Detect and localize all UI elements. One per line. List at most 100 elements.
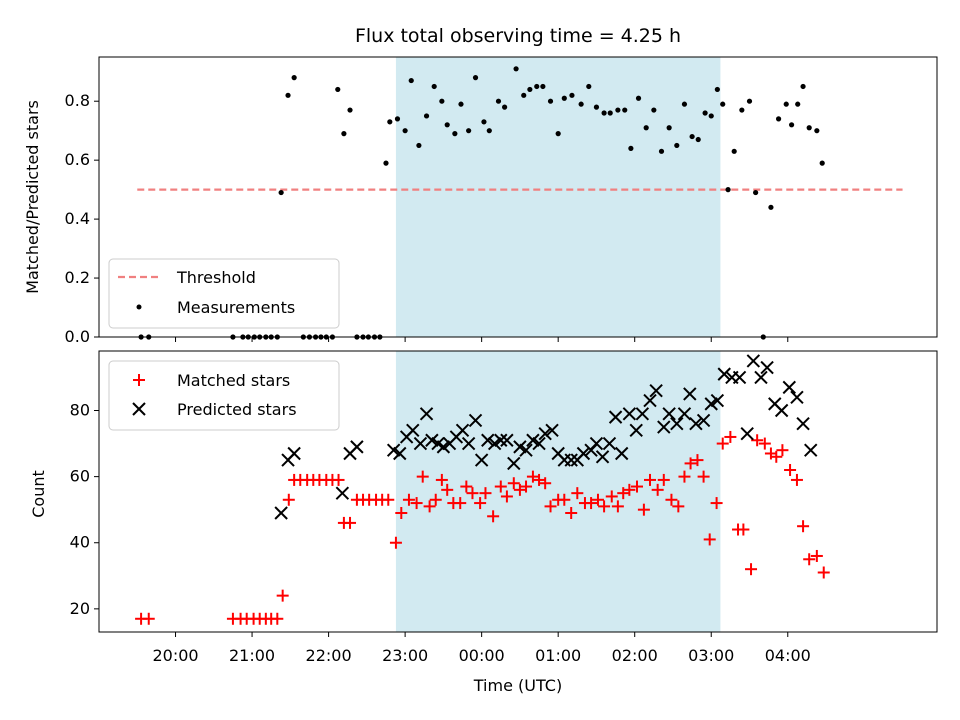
predicted-star-marker	[760, 360, 774, 375]
matched-star-marker	[466, 487, 479, 500]
predicted-star-marker	[545, 423, 559, 438]
measurement-point	[731, 148, 737, 154]
measurement-point	[746, 98, 753, 104]
matched-legend-swatch	[133, 374, 145, 386]
measurement-point	[635, 95, 642, 101]
predicted-star-marker	[487, 436, 502, 451]
matched-star-marker	[623, 483, 636, 496]
predicted-star-marker	[461, 436, 476, 451]
predicted-star-marker	[350, 440, 364, 454]
measurement-point	[341, 131, 347, 137]
count-y-tick-label: 80	[70, 401, 90, 420]
matched-star-marker	[479, 487, 492, 500]
matched-star-marker	[423, 500, 436, 513]
matched-star-marker	[460, 480, 473, 493]
predicted-star-marker	[455, 423, 470, 438]
matched-star-marker	[565, 506, 578, 519]
matched-star-marker	[441, 483, 454, 496]
x-tick-label: 22:00	[306, 646, 352, 665]
matched-star-marker	[703, 533, 716, 546]
predicted-star-marker	[494, 433, 508, 447]
measurement-point	[607, 110, 613, 116]
matched-star-marker	[591, 493, 604, 506]
count-y-tick-label: 60	[70, 467, 90, 486]
ratio-y-tick-label: 0.2	[65, 268, 90, 287]
ratio-panel-frame	[98, 56, 938, 338]
measurement-point	[458, 101, 464, 107]
predicted-star-marker	[519, 443, 533, 457]
count-y-tick-label: 40	[70, 533, 90, 552]
measurement-point	[431, 83, 437, 90]
measurement-point	[622, 107, 628, 113]
matched-star-marker	[776, 444, 789, 457]
x-tick-label: 03:00	[688, 646, 734, 665]
measurement-point	[578, 101, 584, 107]
measurement-point	[534, 83, 540, 90]
matched-star-marker	[758, 437, 771, 450]
count-panel-frame	[98, 350, 938, 633]
predicted-star-marker	[746, 354, 761, 368]
predicted-star-marker	[629, 423, 643, 438]
measurement-point	[540, 83, 546, 90]
measurement-point	[628, 145, 634, 151]
predicted-star-marker	[657, 420, 671, 434]
matched-star-marker	[271, 612, 284, 625]
measurement-point	[387, 119, 393, 125]
matched-star-marker	[276, 589, 289, 602]
measurement-point	[643, 125, 649, 131]
predicted-legend-swatch	[132, 402, 146, 416]
predicted-star-marker	[689, 417, 703, 431]
matched-star-marker	[429, 493, 442, 506]
measurement-point	[651, 107, 657, 113]
measurement-point	[814, 128, 820, 134]
observing-window-bottom	[395, 351, 721, 632]
predicted-star-marker	[635, 407, 650, 421]
matched-star-marker	[691, 454, 704, 467]
predicted-star-marker	[468, 413, 483, 428]
predicted-star-marker	[710, 393, 725, 408]
measurement-point	[383, 160, 389, 166]
matched-star-marker	[142, 612, 155, 625]
matched-star-marker	[737, 523, 750, 536]
matched-star-marker	[494, 480, 507, 493]
predicted-star-marker	[804, 443, 818, 457]
matched-star-marker	[716, 437, 729, 450]
measurement-point	[768, 204, 774, 210]
ratio-y-axis-label: Matched/Predicted stars	[23, 100, 42, 294]
measurement-point	[347, 107, 353, 113]
measurement-point	[408, 77, 414, 84]
matched-star-marker	[657, 473, 670, 486]
predicted-star-marker	[696, 413, 711, 428]
count-y-axis-label: Count	[29, 470, 48, 518]
matched-star-marker	[474, 497, 487, 510]
matched-star-marker	[435, 473, 448, 486]
matched-star-marker	[598, 500, 611, 513]
predicted-star-marker	[564, 453, 578, 467]
matched-star-marker	[410, 497, 423, 510]
measurement-point	[775, 116, 782, 122]
measurement-point	[795, 101, 801, 107]
predicted-star-marker	[436, 440, 451, 454]
measurement-point	[674, 142, 680, 149]
predicted-star-marker	[393, 446, 407, 461]
measurement-point	[555, 131, 561, 137]
matched-star-marker	[487, 510, 500, 523]
matched-star-marker	[454, 497, 467, 510]
predicted-star-marker	[481, 433, 495, 447]
predicted-star-marker	[608, 410, 623, 424]
predicted-star-marker	[614, 446, 629, 461]
predicted-star-marker	[790, 390, 804, 404]
x-tick-label: 21:00	[229, 646, 275, 665]
predicted-star-marker	[649, 383, 663, 398]
x-tick-label: 23:00	[382, 646, 428, 665]
predicted-star-marker	[602, 436, 617, 451]
measurement-point	[466, 128, 472, 134]
matched-star-marker	[585, 497, 598, 510]
predicted-star-marker	[704, 397, 718, 411]
matched-star-marker	[282, 493, 295, 506]
predicted-star-marker	[474, 453, 489, 467]
measurement-point	[714, 86, 720, 93]
predicted-star-marker	[595, 450, 610, 464]
measurement-point	[666, 125, 672, 131]
measurement-point	[800, 83, 806, 90]
